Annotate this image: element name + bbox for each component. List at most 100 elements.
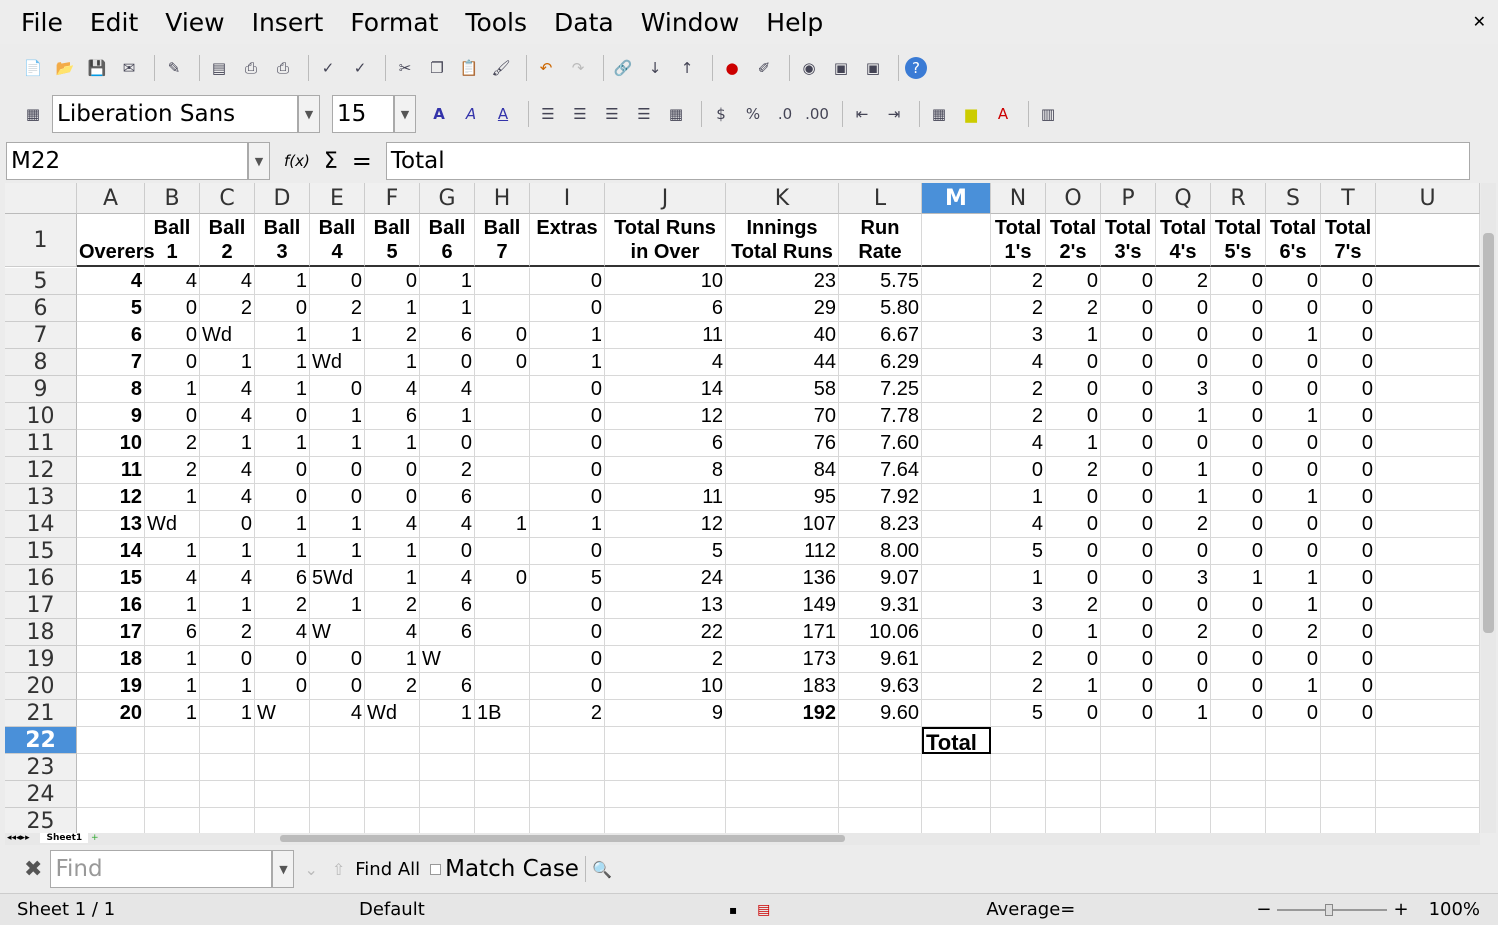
cell-u5[interactable]	[1376, 268, 1480, 295]
row-header-23[interactable]: 23	[5, 754, 77, 781]
cell-o17[interactable]: 2	[1046, 592, 1101, 619]
cell-f18[interactable]: 4	[365, 619, 420, 646]
sort-descending-icon[interactable]: ↑	[680, 59, 694, 77]
cell-p22[interactable]	[1101, 727, 1156, 754]
menu-window[interactable]: Window	[640, 7, 740, 37]
cell-d6[interactable]: 0	[255, 295, 310, 322]
cell-r5[interactable]: 0	[1211, 268, 1266, 295]
cell-p14[interactable]: 0	[1101, 511, 1156, 538]
header-cell-k[interactable]: Innings Total Runs	[726, 214, 839, 267]
cell-i14[interactable]: 1	[530, 511, 605, 538]
header-cell-q[interactable]: Total 4's	[1156, 214, 1211, 267]
cell-l24[interactable]	[839, 781, 922, 808]
cell-s16[interactable]: 1	[1266, 565, 1321, 592]
datasources-icon[interactable]: ▣	[865, 59, 881, 77]
cell-l23[interactable]	[839, 754, 922, 781]
cell-u13[interactable]	[1376, 484, 1480, 511]
cell-h9[interactable]	[475, 376, 530, 403]
cell-m7[interactable]	[922, 322, 991, 349]
cell-l14[interactable]: 8.23	[839, 511, 922, 538]
cell-t9[interactable]: 0	[1321, 376, 1376, 403]
cell-h22[interactable]	[475, 727, 530, 754]
menu-file[interactable]: File	[21, 7, 63, 37]
cell-h13[interactable]	[475, 484, 530, 511]
cell-p20[interactable]: 0	[1101, 673, 1156, 700]
cell-a21[interactable]: 20	[77, 700, 145, 727]
cell-g8[interactable]: 0	[420, 349, 475, 376]
cell-a9[interactable]: 8	[77, 376, 145, 403]
cell-u22[interactable]	[1376, 727, 1480, 754]
cell-j12[interactable]: 8	[605, 457, 726, 484]
cell-h17[interactable]	[475, 592, 530, 619]
cell-b5[interactable]: 4	[145, 268, 200, 295]
merge-cells-icon[interactable]: ▦	[668, 105, 684, 123]
italic-icon[interactable]: A	[465, 105, 477, 123]
header-cell-p[interactable]: Total 3's	[1101, 214, 1156, 267]
cell-u12[interactable]	[1376, 457, 1480, 484]
cell-f13[interactable]: 0	[365, 484, 420, 511]
cell-f20[interactable]: 2	[365, 673, 420, 700]
cell-h25[interactable]	[475, 808, 530, 833]
cell-t14[interactable]: 0	[1321, 511, 1376, 538]
cell-l22[interactable]	[839, 727, 922, 754]
cell-k25[interactable]	[726, 808, 839, 833]
cell-h11[interactable]	[475, 430, 530, 457]
header-cell-h[interactable]: Ball 7	[475, 214, 530, 267]
cell-s13[interactable]: 1	[1266, 484, 1321, 511]
cell-g7[interactable]: 6	[420, 322, 475, 349]
cell-u25[interactable]	[1376, 808, 1480, 833]
cell-n25[interactable]	[991, 808, 1046, 833]
cell-s11[interactable]: 0	[1266, 430, 1321, 457]
cell-k9[interactable]: 58	[726, 376, 839, 403]
cell-t6[interactable]: 0	[1321, 295, 1376, 322]
bold-icon[interactable]: A	[433, 105, 445, 123]
spreadsheet-grid[interactable]: A B C D E F G H I J K L M N O P Q R S T U 1 Overers Ball 1 Ball …	[5, 183, 1480, 833]
cell-b8[interactable]: 0	[145, 349, 200, 376]
cell-f7[interactable]: 2	[365, 322, 420, 349]
cell-t18[interactable]: 0	[1321, 619, 1376, 646]
cell-f21[interactable]: Wd	[365, 700, 420, 727]
cell-j24[interactable]	[605, 781, 726, 808]
row-header-12[interactable]: 12	[5, 457, 77, 484]
cell-p17[interactable]: 0	[1101, 592, 1156, 619]
sum-icon[interactable]: Σ	[323, 148, 338, 174]
cell-j20[interactable]: 10	[605, 673, 726, 700]
cell-a7[interactable]: 6	[77, 322, 145, 349]
cell-l25[interactable]	[839, 808, 922, 833]
cell-p6[interactable]: 0	[1101, 295, 1156, 322]
cell-c23[interactable]	[200, 754, 255, 781]
cell-a25[interactable]	[77, 808, 145, 833]
cell-h23[interactable]	[475, 754, 530, 781]
edit-mode-icon[interactable]: ✎	[167, 59, 181, 77]
cell-u24[interactable]	[1376, 781, 1480, 808]
cell-s8[interactable]: 0	[1266, 349, 1321, 376]
cell-o23[interactable]	[1046, 754, 1101, 781]
borders-icon[interactable]: ▦	[931, 105, 947, 123]
increase-indent-icon[interactable]: ⇥	[887, 105, 901, 123]
cell-g19[interactable]: W	[420, 646, 475, 673]
cell-l16[interactable]: 9.07	[839, 565, 922, 592]
cell-f22[interactable]	[365, 727, 420, 754]
row-header-21[interactable]: 21	[5, 700, 77, 727]
cell-t7[interactable]: 0	[1321, 322, 1376, 349]
cell-k10[interactable]: 70	[726, 403, 839, 430]
menu-help[interactable]: Help	[766, 7, 824, 37]
cell-c14[interactable]: 0	[200, 511, 255, 538]
cell-k22[interactable]	[726, 727, 839, 754]
cell-i24[interactable]	[530, 781, 605, 808]
cell-e11[interactable]: 1	[310, 430, 365, 457]
header-cell-o[interactable]: Total 2's	[1046, 214, 1101, 267]
cell-o6[interactable]: 2	[1046, 295, 1101, 322]
cell-j7[interactable]: 11	[605, 322, 726, 349]
cell-f10[interactable]: 6	[365, 403, 420, 430]
cell-a22[interactable]	[77, 727, 145, 754]
cell-c16[interactable]: 4	[200, 565, 255, 592]
cell-e15[interactable]: 1	[310, 538, 365, 565]
cell-d25[interactable]	[255, 808, 310, 833]
find-next-icon[interactable]: ⇧	[331, 859, 346, 879]
column-header-g[interactable]: G	[420, 183, 475, 214]
cell-r11[interactable]: 0	[1211, 430, 1266, 457]
cell-r10[interactable]: 0	[1211, 403, 1266, 430]
save-icon[interactable]: 💾	[87, 59, 107, 77]
undo-icon[interactable]: ↶	[539, 59, 553, 77]
